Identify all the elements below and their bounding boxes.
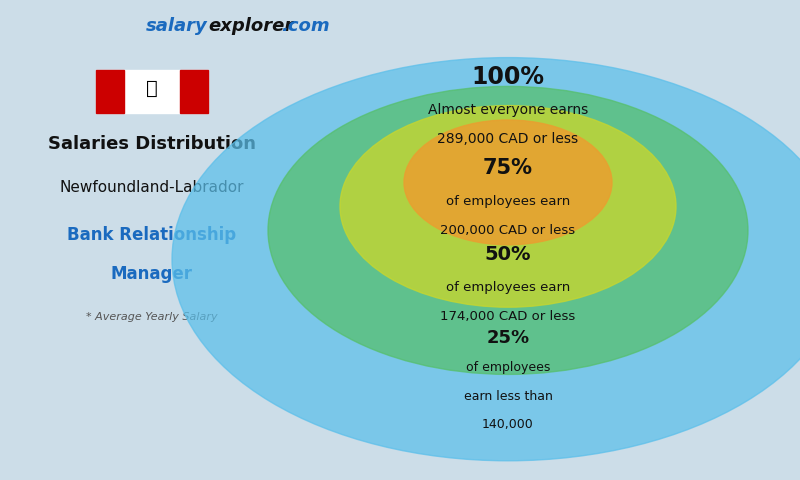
Bar bbox=[180, 70, 208, 113]
Text: Manager: Manager bbox=[111, 264, 193, 283]
Text: explorer: explorer bbox=[208, 17, 294, 35]
Bar bbox=[96, 70, 208, 113]
Bar bbox=[96, 70, 124, 113]
Circle shape bbox=[404, 120, 612, 245]
Circle shape bbox=[340, 106, 676, 307]
Text: 100%: 100% bbox=[471, 65, 545, 89]
Text: salary: salary bbox=[146, 17, 208, 35]
Text: 174,000 CAD or less: 174,000 CAD or less bbox=[440, 310, 576, 324]
Text: earn less than: earn less than bbox=[463, 389, 553, 403]
Circle shape bbox=[268, 86, 748, 374]
Text: Almost everyone earns: Almost everyone earns bbox=[428, 103, 588, 118]
Text: Bank Relationship: Bank Relationship bbox=[67, 226, 237, 244]
Text: * Average Yearly Salary: * Average Yearly Salary bbox=[86, 312, 218, 322]
Circle shape bbox=[172, 58, 800, 461]
Text: .com: .com bbox=[282, 17, 330, 35]
Text: 25%: 25% bbox=[486, 329, 530, 348]
Text: Newfoundland-Labrador: Newfoundland-Labrador bbox=[60, 180, 244, 195]
Text: 🍁: 🍁 bbox=[146, 79, 158, 98]
Text: of employees earn: of employees earn bbox=[446, 195, 570, 208]
Text: 75%: 75% bbox=[483, 158, 533, 178]
Text: of employees earn: of employees earn bbox=[446, 281, 570, 295]
Text: Salaries Distribution: Salaries Distribution bbox=[48, 135, 256, 153]
Text: 140,000: 140,000 bbox=[482, 418, 534, 432]
Text: 200,000 CAD or less: 200,000 CAD or less bbox=[441, 224, 575, 237]
Text: 289,000 CAD or less: 289,000 CAD or less bbox=[438, 132, 578, 146]
Text: of employees: of employees bbox=[466, 360, 550, 374]
Text: 50%: 50% bbox=[485, 245, 531, 264]
